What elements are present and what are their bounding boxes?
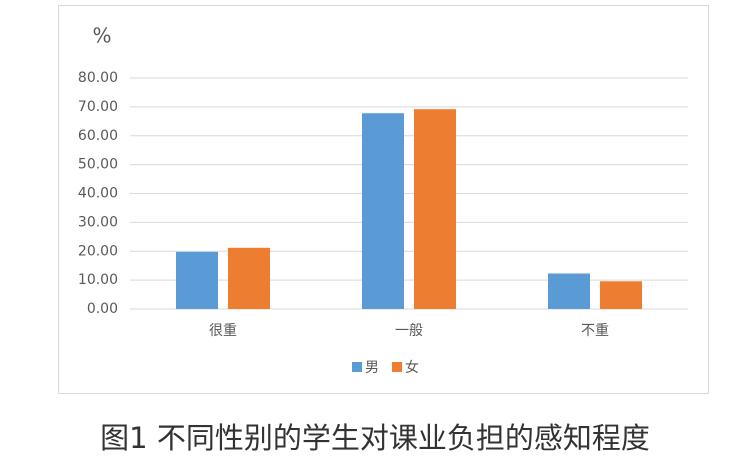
y-tick-label: 20.00: [78, 243, 118, 259]
legend-swatch: [352, 362, 362, 372]
y-tick-label: 80.00: [78, 70, 118, 86]
bar: [176, 251, 218, 309]
x-tick-label: 很重: [209, 323, 237, 339]
bar: [548, 273, 590, 309]
x-tick-label: 一般: [395, 323, 423, 339]
y-tick-label: 50.00: [78, 157, 118, 173]
legend-label: 男: [365, 360, 379, 376]
y-tick-label: 40.00: [78, 186, 118, 202]
chart-title: 图1 不同性别的学生对课业负担的感知程度: [100, 421, 650, 455]
y-tick-label: 10.00: [78, 272, 118, 288]
bar: [414, 109, 456, 309]
bar: [228, 247, 270, 309]
legend-label: 女: [405, 359, 419, 376]
y-tick-label: 60.00: [78, 128, 118, 144]
bar: [600, 281, 642, 309]
y-axis-label: %: [92, 24, 111, 48]
bar: [362, 113, 404, 309]
legend-swatch: [392, 362, 402, 372]
y-tick-label: 0.00: [87, 301, 118, 317]
y-tick-label: 30.00: [78, 214, 118, 230]
y-tick-label: 70.00: [78, 99, 118, 115]
x-tick-label: 不重: [581, 323, 609, 339]
